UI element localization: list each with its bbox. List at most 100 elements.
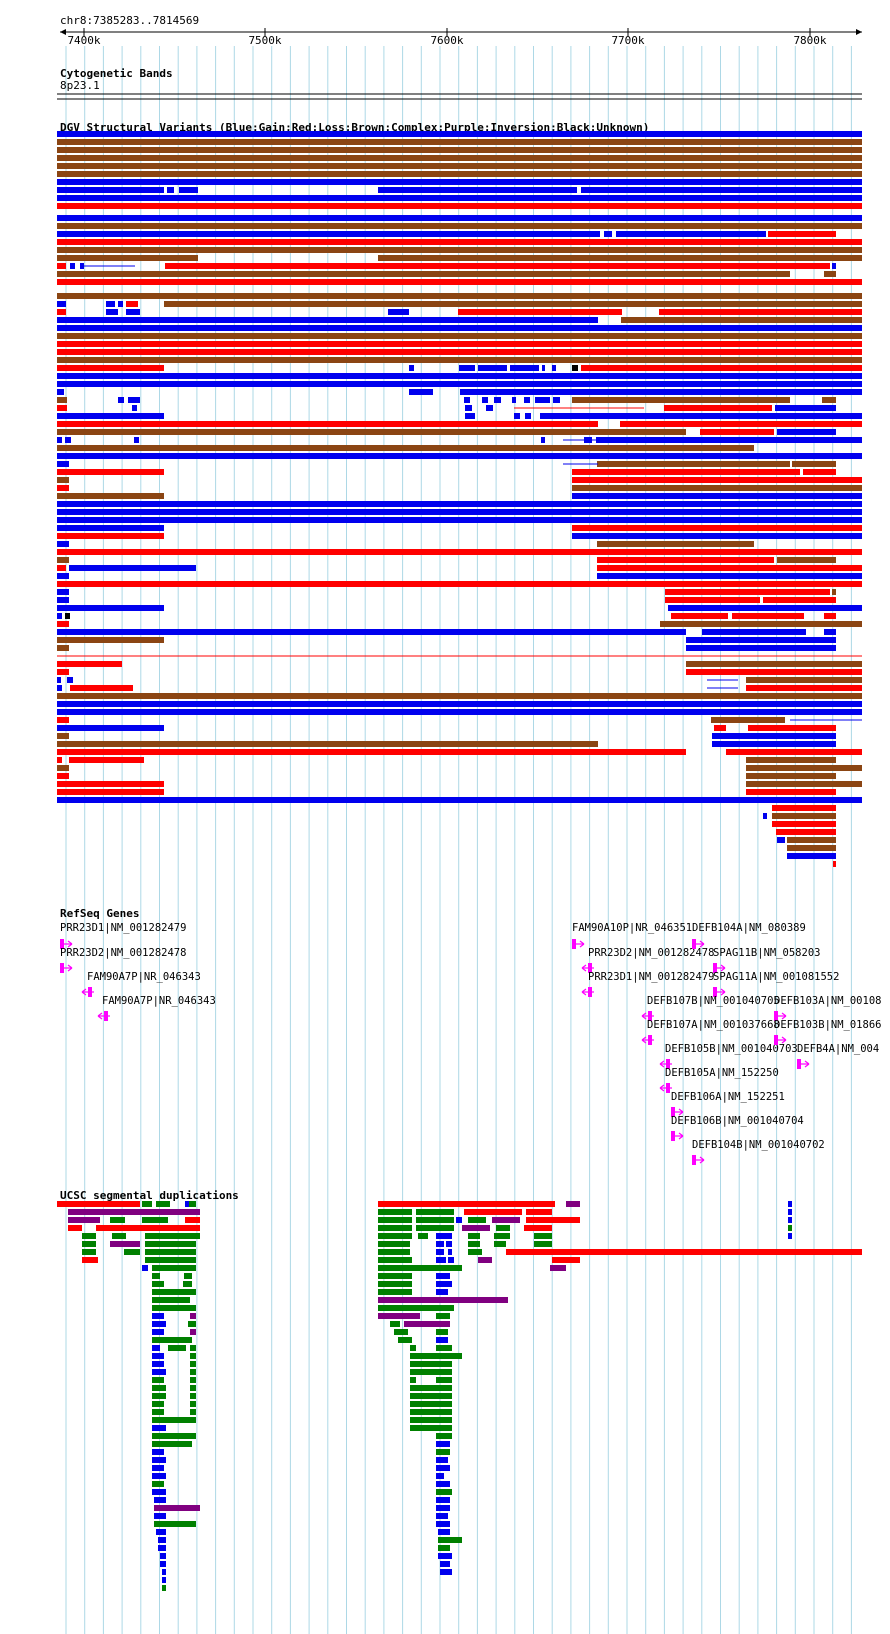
segmental-duplication-feature[interactable] (468, 1233, 480, 1239)
segmental-duplication-feature[interactable] (152, 1473, 166, 1479)
structural-variant-feature[interactable] (746, 757, 836, 763)
structural-variant-feature[interactable] (57, 171, 862, 177)
structural-variant-feature[interactable] (378, 187, 577, 193)
segmental-duplication-feature[interactable] (418, 1233, 428, 1239)
structural-variant-feature[interactable] (57, 797, 862, 803)
structural-variant-feature[interactable] (57, 271, 790, 277)
segmental-duplication-feature[interactable] (190, 1401, 196, 1407)
segmental-duplication-feature[interactable] (448, 1249, 452, 1255)
structural-variant-feature[interactable] (665, 589, 830, 595)
segmental-duplication-feature[interactable] (190, 1361, 196, 1367)
segmental-duplication-feature[interactable] (438, 1537, 462, 1543)
structural-variant-feature[interactable] (465, 413, 475, 419)
structural-variant-feature[interactable] (787, 837, 836, 843)
segmental-duplication-feature[interactable] (440, 1561, 450, 1567)
segmental-duplication-feature[interactable] (410, 1353, 462, 1359)
structural-variant-feature[interactable] (57, 789, 164, 795)
segmental-duplication-feature[interactable] (436, 1273, 450, 1279)
structural-variant-feature[interactable] (671, 613, 728, 619)
segmental-duplication-feature[interactable] (145, 1241, 196, 1247)
segmental-duplication-feature[interactable] (378, 1241, 410, 1247)
segmental-duplication-feature[interactable] (410, 1377, 416, 1383)
segmental-duplication-feature[interactable] (436, 1513, 448, 1519)
segmental-duplication-feature[interactable] (152, 1369, 166, 1375)
segmental-duplication-feature[interactable] (410, 1369, 452, 1375)
structural-variant-feature[interactable] (57, 669, 69, 675)
structural-variant-feature[interactable] (535, 397, 550, 403)
structural-variant-feature[interactable] (57, 263, 66, 269)
structural-variant-feature[interactable] (777, 557, 836, 563)
segmental-duplication-feature[interactable] (168, 1345, 186, 1351)
segmental-duplication-feature[interactable] (788, 1201, 792, 1207)
segmental-duplication-feature[interactable] (438, 1545, 450, 1551)
segmental-duplication-feature[interactable] (152, 1281, 164, 1287)
structural-variant-feature[interactable] (57, 179, 862, 185)
structural-variant-feature[interactable] (57, 693, 862, 699)
segmental-duplication-feature[interactable] (416, 1209, 454, 1215)
structural-variant-feature[interactable] (486, 405, 493, 411)
structural-variant-feature[interactable] (57, 333, 862, 339)
gene-model[interactable] (671, 1131, 684, 1141)
structural-variant-feature[interactable] (686, 645, 836, 651)
segmental-duplication-feature[interactable] (378, 1289, 412, 1295)
structural-variant-feature[interactable] (597, 541, 754, 547)
segmental-duplication-feature[interactable] (378, 1201, 555, 1207)
segmental-duplication-feature[interactable] (436, 1489, 452, 1495)
segmental-duplication-feature[interactable] (438, 1529, 450, 1535)
segmental-duplication-feature[interactable] (378, 1265, 462, 1271)
segmental-duplication-feature[interactable] (124, 1249, 140, 1255)
segmental-duplication-feature[interactable] (496, 1225, 510, 1231)
segmental-duplication-feature[interactable] (190, 1393, 196, 1399)
segmental-duplication-feature[interactable] (152, 1449, 164, 1455)
segmental-duplication-feature[interactable] (190, 1369, 196, 1375)
gene-model[interactable] (641, 1011, 654, 1021)
structural-variant-feature[interactable] (57, 215, 862, 221)
structural-variant-feature[interactable] (167, 187, 174, 193)
structural-variant-feature[interactable] (118, 397, 124, 403)
segmental-duplication-feature[interactable] (68, 1217, 100, 1223)
segmental-duplication-feature[interactable] (378, 1305, 454, 1311)
segmental-duplication-feature[interactable] (162, 1585, 166, 1591)
structural-variant-feature[interactable] (57, 239, 862, 245)
structural-variant-feature[interactable] (748, 725, 836, 731)
segmental-duplication-feature[interactable] (378, 1225, 412, 1231)
structural-variant-feature[interactable] (57, 247, 862, 253)
structural-variant-feature[interactable] (57, 717, 69, 723)
structural-variant-feature[interactable] (57, 163, 862, 169)
structural-variant-feature[interactable] (57, 413, 164, 419)
segmental-duplication-feature[interactable] (160, 1561, 166, 1567)
structural-variant-feature[interactable] (57, 589, 69, 595)
segmental-duplication-feature[interactable] (184, 1273, 192, 1279)
segmental-duplication-feature[interactable] (142, 1217, 168, 1223)
structural-variant-feature[interactable] (126, 301, 138, 307)
structural-variant-feature[interactable] (712, 733, 836, 739)
segmental-duplication-feature[interactable] (468, 1217, 486, 1223)
structural-variant-feature[interactable] (712, 741, 836, 747)
structural-variant-feature[interactable] (541, 437, 545, 443)
segmental-duplication-feature[interactable] (410, 1345, 416, 1351)
segmental-duplication-feature[interactable] (190, 1409, 196, 1415)
segmental-duplication-feature[interactable] (410, 1409, 452, 1415)
segmental-duplication-feature[interactable] (436, 1465, 450, 1471)
segmental-duplication-feature[interactable] (378, 1313, 420, 1319)
structural-variant-feature[interactable] (714, 725, 726, 731)
structural-variant-feature[interactable] (57, 541, 69, 547)
segmental-duplication-feature[interactable] (436, 1281, 452, 1287)
segmental-duplication-feature[interactable] (187, 1201, 196, 1207)
structural-variant-feature[interactable] (702, 629, 806, 635)
structural-variant-feature[interactable] (581, 365, 862, 371)
segmental-duplication-feature[interactable] (110, 1217, 125, 1223)
structural-variant-feature[interactable] (57, 525, 164, 531)
segmental-duplication-feature[interactable] (152, 1265, 196, 1271)
segmental-duplication-feature[interactable] (152, 1345, 160, 1351)
segmental-duplication-feature[interactable] (82, 1249, 96, 1255)
structural-variant-feature[interactable] (57, 597, 69, 603)
structural-variant-feature[interactable] (746, 677, 862, 683)
segmental-duplication-feature[interactable] (526, 1217, 580, 1223)
structural-variant-feature[interactable] (65, 437, 71, 443)
segmental-duplication-feature[interactable] (152, 1313, 164, 1319)
segmental-duplication-feature[interactable] (468, 1241, 480, 1247)
segmental-duplication-feature[interactable] (188, 1321, 196, 1327)
segmental-duplication-feature[interactable] (152, 1361, 164, 1367)
structural-variant-feature[interactable] (597, 565, 862, 571)
